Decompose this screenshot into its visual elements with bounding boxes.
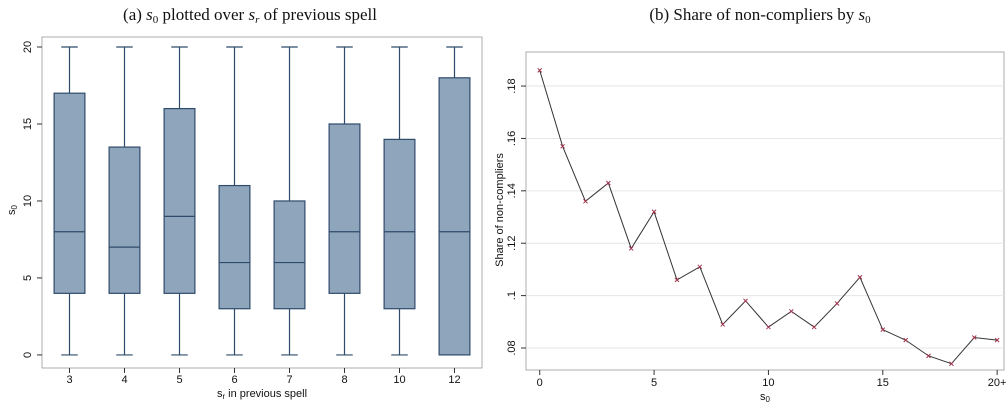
x-tick-label: 8 — [341, 374, 347, 386]
x-tick-label: 12 — [448, 374, 460, 386]
y-tick-label: .1 — [506, 291, 518, 300]
marker — [788, 308, 794, 314]
title-part: s — [146, 5, 153, 24]
title-part: 0 — [865, 14, 871, 26]
marker — [834, 301, 840, 306]
marker — [651, 209, 657, 215]
panel-title: (b) Share of non-compliers by s0 — [649, 5, 871, 26]
box — [108, 146, 141, 294]
x-tick-label: 10 — [393, 374, 405, 386]
box — [163, 107, 196, 294]
label-part: in previous spell — [225, 388, 307, 400]
label-part: 0 — [766, 395, 771, 404]
x-axis-title: s0 — [760, 391, 771, 404]
y-tick-label: .12 — [506, 236, 518, 251]
title-part: s — [248, 5, 255, 24]
marker — [926, 353, 931, 359]
title-part: s — [859, 5, 866, 24]
label-part: s — [6, 209, 18, 215]
marker — [605, 180, 611, 186]
marker — [720, 322, 726, 327]
x-tick-label: 3 — [66, 374, 72, 386]
title-part: (a) — [123, 5, 146, 24]
marker — [697, 264, 703, 270]
box — [53, 92, 86, 294]
y-tick-label: 10 — [22, 195, 34, 207]
y-tick-label: 5 — [22, 275, 34, 281]
label-part: 0 — [10, 204, 19, 209]
y-tick-label: .16 — [506, 131, 518, 146]
marker — [994, 337, 1000, 343]
y-tick-label: 15 — [22, 118, 34, 130]
title-part: of previous spell — [259, 5, 377, 24]
title-part: (b) Share of non-compliers by — [649, 5, 858, 24]
x-tick-label: 5 — [176, 374, 182, 386]
marker — [560, 143, 565, 149]
box — [383, 138, 416, 310]
line — [539, 70, 998, 365]
marker — [971, 335, 977, 340]
box — [273, 200, 306, 310]
x-tick-label: 0 — [537, 377, 543, 389]
y-axis-title: Share of non-compliers — [494, 153, 506, 267]
x-tick-label: 5 — [651, 377, 657, 389]
panel-title: (a) s0 plotted over sr of previous spell — [123, 5, 377, 26]
x-tick-label: 6 — [231, 374, 237, 386]
y-tick-label: 20 — [22, 41, 34, 53]
marker — [583, 198, 588, 204]
marker — [880, 327, 886, 333]
box — [328, 123, 361, 294]
x-tick-label: 10 — [762, 377, 774, 389]
x-tick-label: 20+ — [988, 377, 1007, 389]
label-part: s — [217, 388, 223, 400]
marker — [857, 274, 863, 280]
x-axis-title: sr in previous spell — [217, 388, 307, 401]
marker — [743, 298, 748, 304]
marker — [949, 361, 954, 367]
plot-frame — [525, 51, 1005, 371]
box — [218, 184, 251, 310]
y-tick-label: .14 — [506, 183, 518, 198]
box — [438, 77, 471, 356]
marker — [903, 337, 909, 343]
marker — [537, 67, 543, 73]
y-axis-title: s0 — [6, 204, 19, 215]
marker — [674, 277, 680, 283]
label-part: r — [222, 392, 225, 401]
marker — [628, 246, 634, 251]
label-part: s — [760, 391, 766, 403]
y-tick-label: .08 — [506, 340, 518, 355]
x-tick-label: 15 — [877, 377, 889, 389]
y-tick-label: .18 — [506, 78, 518, 93]
x-tick-label: 7 — [286, 374, 292, 386]
x-tick-label: 4 — [121, 374, 127, 386]
title-part: plotted over — [158, 5, 248, 24]
title-part: 0 — [153, 14, 159, 26]
marker — [766, 324, 771, 330]
y-tick-label: 0 — [22, 352, 34, 358]
title-part: r — [255, 14, 260, 26]
plot-frame — [41, 36, 483, 369]
marker — [811, 324, 817, 330]
